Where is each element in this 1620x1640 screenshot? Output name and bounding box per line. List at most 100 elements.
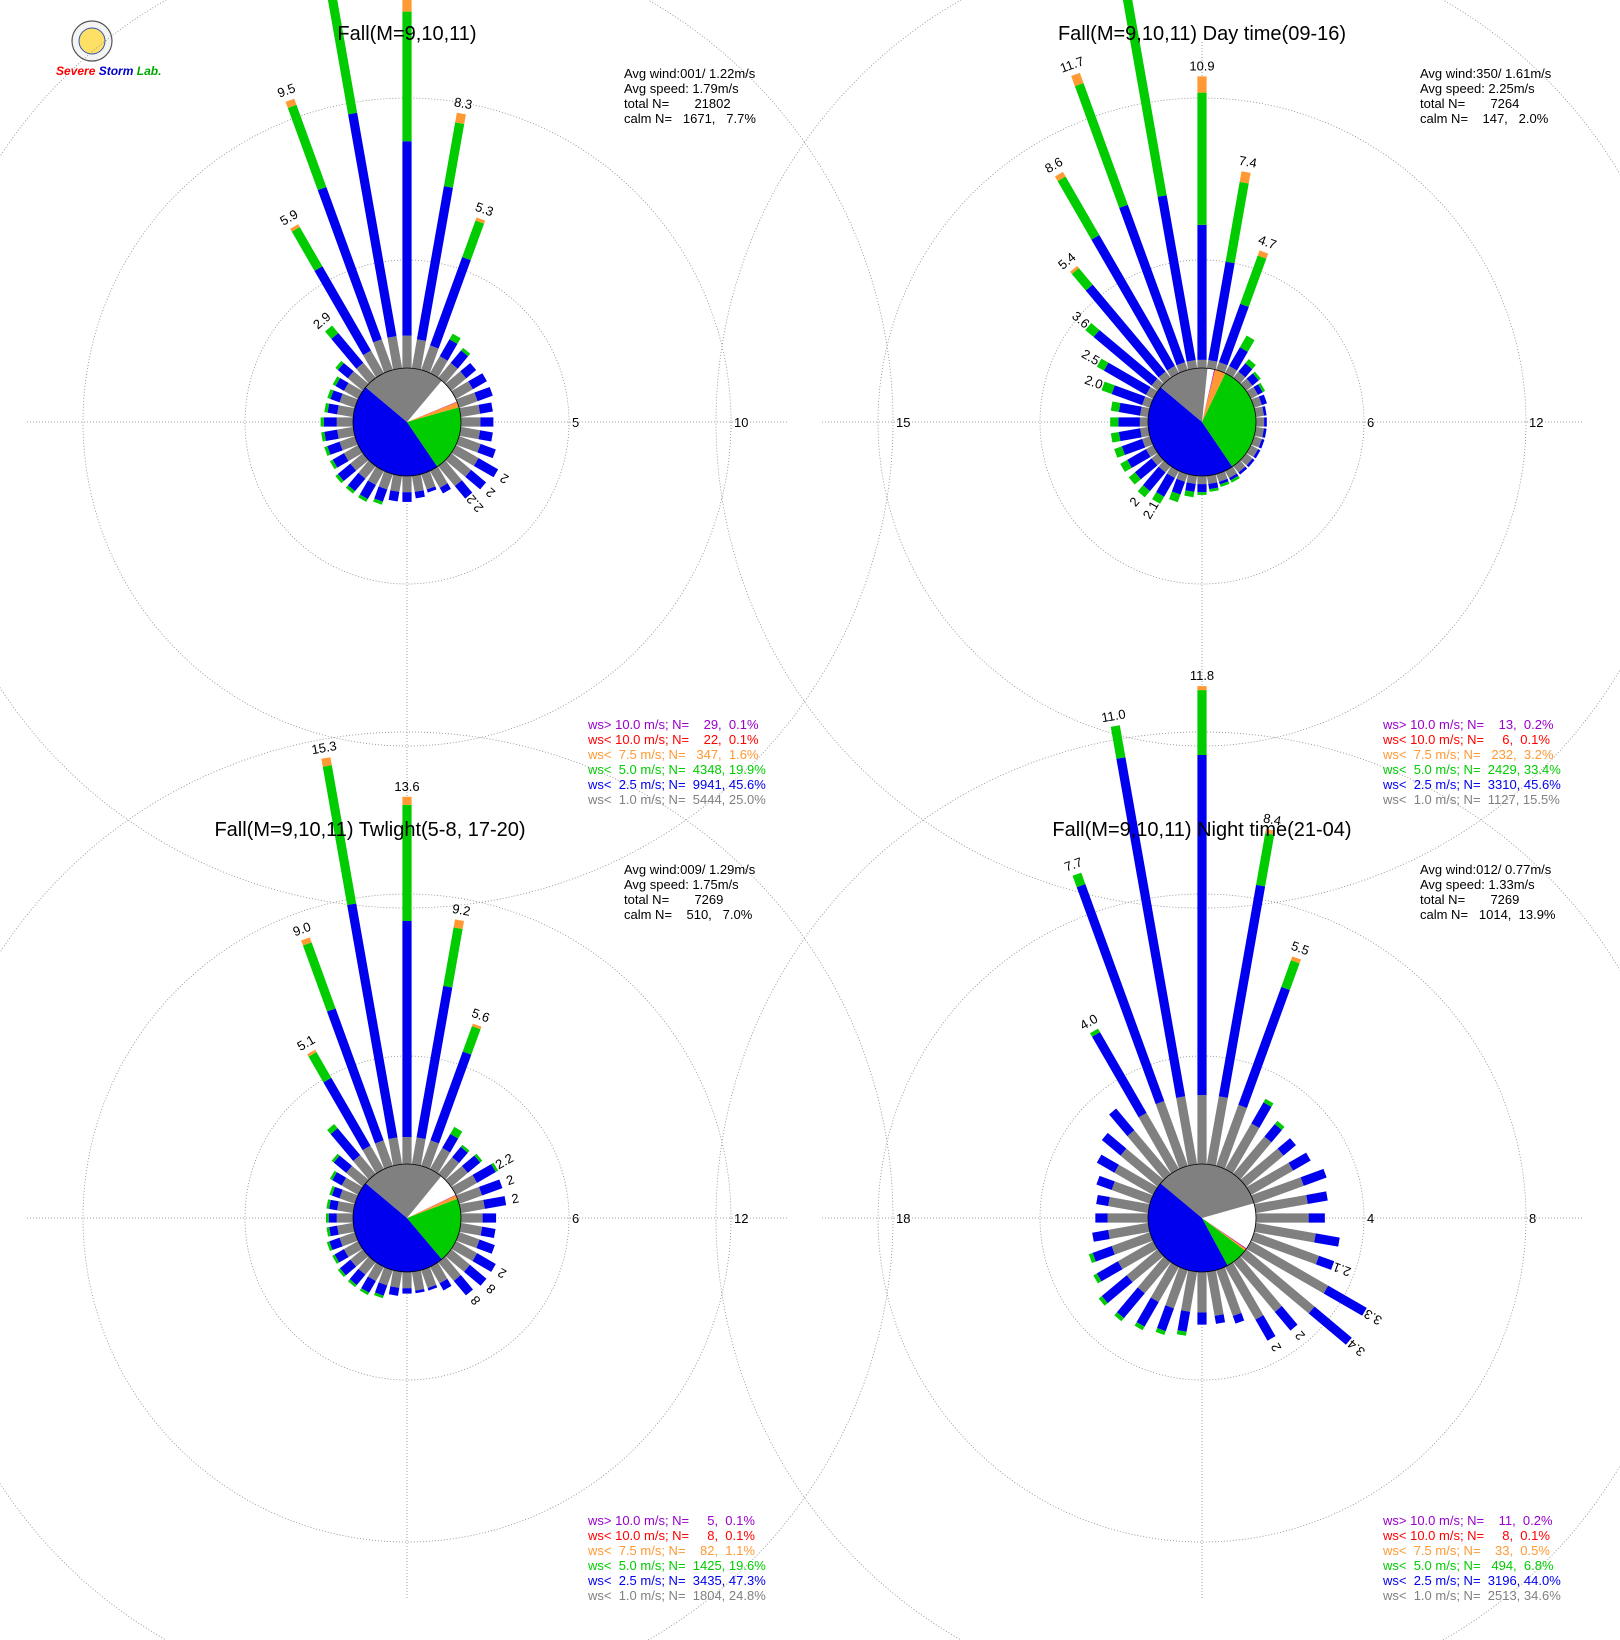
legend-entry: ws< 1.0 m/s; N= 5444, 25.0% (587, 792, 766, 807)
ring-circle (244, 259, 570, 585)
bar-segment-lt1 (1233, 1136, 1272, 1180)
bar-segment-lt2_5 (1116, 1287, 1145, 1319)
bar-segment-lt7_5 (455, 112, 466, 124)
bar-segment-lt7_5 (1290, 956, 1301, 964)
bar-segment-lt1 (456, 392, 478, 408)
bar-segment-lt2_5 (1274, 1306, 1298, 1331)
bar-segment-lt5 (1209, 487, 1219, 492)
bar-segment-lt1 (337, 1201, 355, 1214)
bar-segment-lt5 (460, 1144, 470, 1153)
bar-segment-lt7_5 (307, 1049, 317, 1057)
bar-segment-lt2_5 (1109, 1108, 1135, 1137)
pie-slice-lt2_5 (353, 387, 438, 476)
wind-rose-panel-3: 6 12 185.19.015.313.69.25.62.222288Fall(M=… (0, 731, 910, 1640)
bar-segment-lt1 (343, 382, 363, 399)
bar-value-label: 2 (1268, 1340, 1285, 1354)
bar-segment-lt1 (451, 1241, 478, 1262)
bar-segment-lt1 (1108, 1222, 1150, 1239)
pie-outline (1147, 1163, 1257, 1273)
stat-line: total N= 7269 (624, 892, 723, 907)
bar-segment-lt5 (1258, 382, 1266, 393)
bar-segment-lt2_5 (1323, 1285, 1367, 1316)
bar-segment-lt2_5 (474, 387, 493, 402)
bar-segment-lt1 (378, 1267, 393, 1286)
bar-segment-lt1 (1233, 1256, 1282, 1312)
bar-segment-lt5 (1110, 725, 1126, 759)
legend-entry: ws< 2.5 m/s; N= 9941, 45.6% (587, 777, 766, 792)
bar-segment-lt2_5 (1111, 385, 1146, 406)
bar-segment-lt2_5 (331, 333, 364, 369)
legend-entry: ws< 7.5 m/s; N= 347, 1.6% (587, 747, 759, 762)
bar-segment-lt1 (339, 436, 358, 451)
bar-segment-lt1 (1216, 362, 1228, 373)
bar-value-label: 7.7 (1062, 854, 1084, 874)
bar-segment-lt5 (325, 325, 339, 339)
bar-segment-lt1 (362, 1145, 384, 1174)
bar-segment-lt2_5 (1232, 1312, 1245, 1324)
bar-segment-lt2_5 (1262, 428, 1267, 438)
bar-segment-lt1 (1197, 1272, 1207, 1313)
pie-slice-gt10 (407, 1194, 456, 1218)
bar-segment-lt5 (373, 498, 383, 505)
bar-segment-lt5 (461, 347, 471, 357)
legend-entry: ws< 7.5 m/s; N= 33, 0.5% (1382, 1543, 1550, 1558)
bar-segment-lt5 (1155, 1328, 1166, 1336)
bar-segment-lt2_5 (1308, 1213, 1325, 1223)
legend-entry: ws> 10.0 m/s; N= 13, 0.2% (1382, 717, 1554, 732)
bar-segment-lt1 (1176, 471, 1188, 482)
bar-segment-lt1 (456, 1232, 480, 1249)
bar-segment-lt1 (459, 426, 481, 440)
bar-segment-lt2_5 (1101, 1275, 1133, 1304)
bar-segment-lt5 (326, 1199, 331, 1209)
bar-segment-lt2_5 (334, 1249, 349, 1263)
bar-segment-lt1 (1158, 371, 1171, 384)
bar-segment-lt2_5 (1258, 438, 1265, 449)
bar-segment-lt5 (402, 11, 412, 142)
bar-segment-lt2_5 (416, 985, 453, 1140)
pie-slice-lt10 (1202, 369, 1216, 422)
bar-segment-lt1 (1233, 460, 1246, 473)
bar-segment-lt1 (1206, 1096, 1228, 1166)
bar-segment-lt7_5 (1265, 828, 1275, 835)
legend-entry: ws> 10.0 m/s; N= 29, 0.1% (587, 717, 759, 732)
wind-rose-panel-4: 48124.07.711.011.88.45.52.13.33.422Fall(… (715, 668, 1620, 1640)
bar-segment-lt2_5 (1127, 449, 1151, 468)
bar-segment-lt2_5 (439, 1278, 452, 1291)
ring-circle (1039, 259, 1365, 585)
bar-segment-lt2_5 (1118, 417, 1140, 427)
bar-value-label: 2.1 (1331, 1259, 1353, 1279)
bar-segment-lt2_5 (1076, 884, 1165, 1105)
bar-segment-lt5 (337, 1268, 346, 1278)
svg-text:Severe Storm Lab.: Severe Storm Lab. (56, 64, 161, 78)
bar-value-label: 8.4 (1262, 810, 1282, 828)
legend-entry: ws< 10.0 m/s; N= 22, 0.1% (587, 732, 759, 747)
legend-entry: ws< 2.5 m/s; N= 3435, 47.3% (587, 1573, 766, 1588)
bar-segment-lt1 (373, 339, 393, 373)
bar-segment-lt1 (374, 1140, 393, 1169)
ring-label: 15 (896, 415, 910, 430)
bar-segment-lt1 (336, 1213, 353, 1223)
bar-segment-lt2_5 (1092, 1032, 1147, 1118)
pie-slice-calm (1202, 1203, 1256, 1249)
bar-segment-lt2_5 (1171, 478, 1186, 495)
bar-segment-lt2_5 (1197, 224, 1207, 360)
bar-segment-lt2_5 (349, 1268, 366, 1286)
bar-segment-lt5 (1096, 358, 1109, 371)
bar-segment-lt5 (1122, 0, 1167, 197)
pie-outline (352, 367, 462, 477)
bar-segment-lt1 (438, 1157, 460, 1180)
bar-segment-lt2_5 (472, 1164, 496, 1183)
bar-segment-lt2_5 (402, 141, 412, 336)
bar-segment-lt2_5 (1092, 1229, 1110, 1242)
pie-slice-lt10 (407, 401, 458, 422)
bar-segment-lt7_5 (402, 796, 412, 805)
pie-slice-lt5 (1202, 1218, 1246, 1266)
bar-segment-lt1 (1254, 1194, 1308, 1214)
bar-segment-lt5 (1184, 490, 1195, 498)
lab-logo: Severe Storm Lab. (56, 20, 161, 78)
bar-segment-lt5 (321, 431, 326, 442)
bar-segment-lt1 (1256, 417, 1265, 427)
bar-segment-lt1 (445, 1165, 468, 1187)
bar-segment-lt1 (430, 466, 448, 488)
